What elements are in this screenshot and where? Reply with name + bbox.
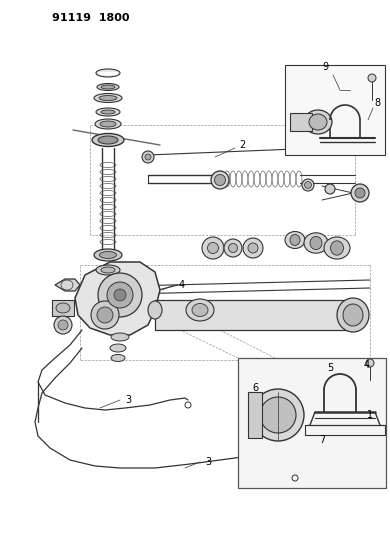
Circle shape: [91, 301, 119, 329]
Ellipse shape: [290, 235, 300, 246]
Ellipse shape: [110, 344, 126, 352]
Ellipse shape: [324, 237, 350, 259]
Ellipse shape: [101, 85, 115, 89]
Text: 5: 5: [327, 363, 333, 373]
Ellipse shape: [92, 133, 124, 147]
Ellipse shape: [100, 121, 116, 127]
Ellipse shape: [111, 354, 125, 361]
Polygon shape: [75, 262, 160, 335]
Ellipse shape: [330, 241, 344, 255]
Ellipse shape: [96, 108, 120, 116]
Ellipse shape: [302, 179, 314, 191]
Ellipse shape: [96, 69, 120, 77]
Ellipse shape: [94, 93, 122, 102]
Bar: [290, 113, 312, 131]
Ellipse shape: [111, 333, 129, 341]
Ellipse shape: [343, 304, 363, 326]
Circle shape: [366, 359, 374, 367]
Ellipse shape: [304, 110, 332, 134]
Ellipse shape: [337, 298, 369, 332]
Text: 3: 3: [205, 457, 211, 467]
Text: 9: 9: [322, 62, 328, 72]
Ellipse shape: [325, 184, 335, 194]
Ellipse shape: [310, 237, 322, 249]
Circle shape: [142, 151, 154, 163]
Ellipse shape: [96, 265, 120, 275]
Text: 2: 2: [239, 140, 245, 150]
Bar: [155, 300, 353, 330]
Circle shape: [145, 154, 151, 160]
Polygon shape: [55, 279, 80, 291]
Text: 91119  1800: 91119 1800: [52, 13, 129, 23]
Bar: [248, 392, 262, 438]
Bar: [52, 300, 74, 316]
Ellipse shape: [224, 239, 242, 257]
Ellipse shape: [252, 389, 304, 441]
Ellipse shape: [101, 110, 115, 114]
Circle shape: [355, 188, 365, 198]
Ellipse shape: [211, 171, 229, 189]
Circle shape: [114, 289, 126, 301]
Ellipse shape: [304, 233, 328, 253]
Ellipse shape: [94, 249, 122, 261]
Ellipse shape: [215, 174, 225, 185]
Text: 6: 6: [252, 383, 258, 393]
Ellipse shape: [248, 243, 258, 253]
Ellipse shape: [229, 244, 238, 253]
Ellipse shape: [202, 237, 224, 259]
Ellipse shape: [56, 303, 70, 313]
Ellipse shape: [192, 303, 208, 317]
Ellipse shape: [186, 299, 214, 321]
Circle shape: [98, 273, 142, 317]
Ellipse shape: [97, 84, 119, 91]
Ellipse shape: [99, 95, 117, 101]
Text: 3: 3: [125, 395, 131, 405]
Ellipse shape: [243, 238, 263, 258]
Text: 7: 7: [319, 435, 325, 445]
Text: 4: 4: [179, 280, 185, 290]
Text: 1: 1: [367, 410, 373, 420]
Circle shape: [58, 320, 68, 330]
Ellipse shape: [148, 301, 162, 319]
Text: 8: 8: [374, 98, 380, 108]
Text: 4: 4: [364, 360, 370, 370]
Ellipse shape: [98, 136, 118, 144]
Bar: [285, 65, 385, 155]
Circle shape: [97, 307, 113, 323]
Circle shape: [107, 282, 133, 308]
Bar: [238, 358, 386, 488]
Ellipse shape: [95, 119, 121, 129]
Circle shape: [368, 74, 376, 82]
Ellipse shape: [260, 397, 296, 433]
Ellipse shape: [309, 114, 327, 130]
Ellipse shape: [99, 252, 117, 259]
Ellipse shape: [285, 231, 305, 248]
Ellipse shape: [101, 267, 115, 273]
Circle shape: [351, 184, 369, 202]
Ellipse shape: [305, 182, 312, 189]
Ellipse shape: [207, 243, 218, 254]
Circle shape: [54, 316, 72, 334]
